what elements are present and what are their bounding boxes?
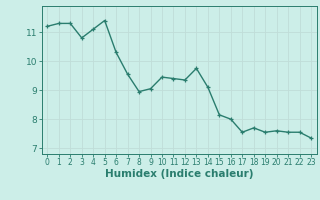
X-axis label: Humidex (Indice chaleur): Humidex (Indice chaleur) — [105, 169, 253, 179]
